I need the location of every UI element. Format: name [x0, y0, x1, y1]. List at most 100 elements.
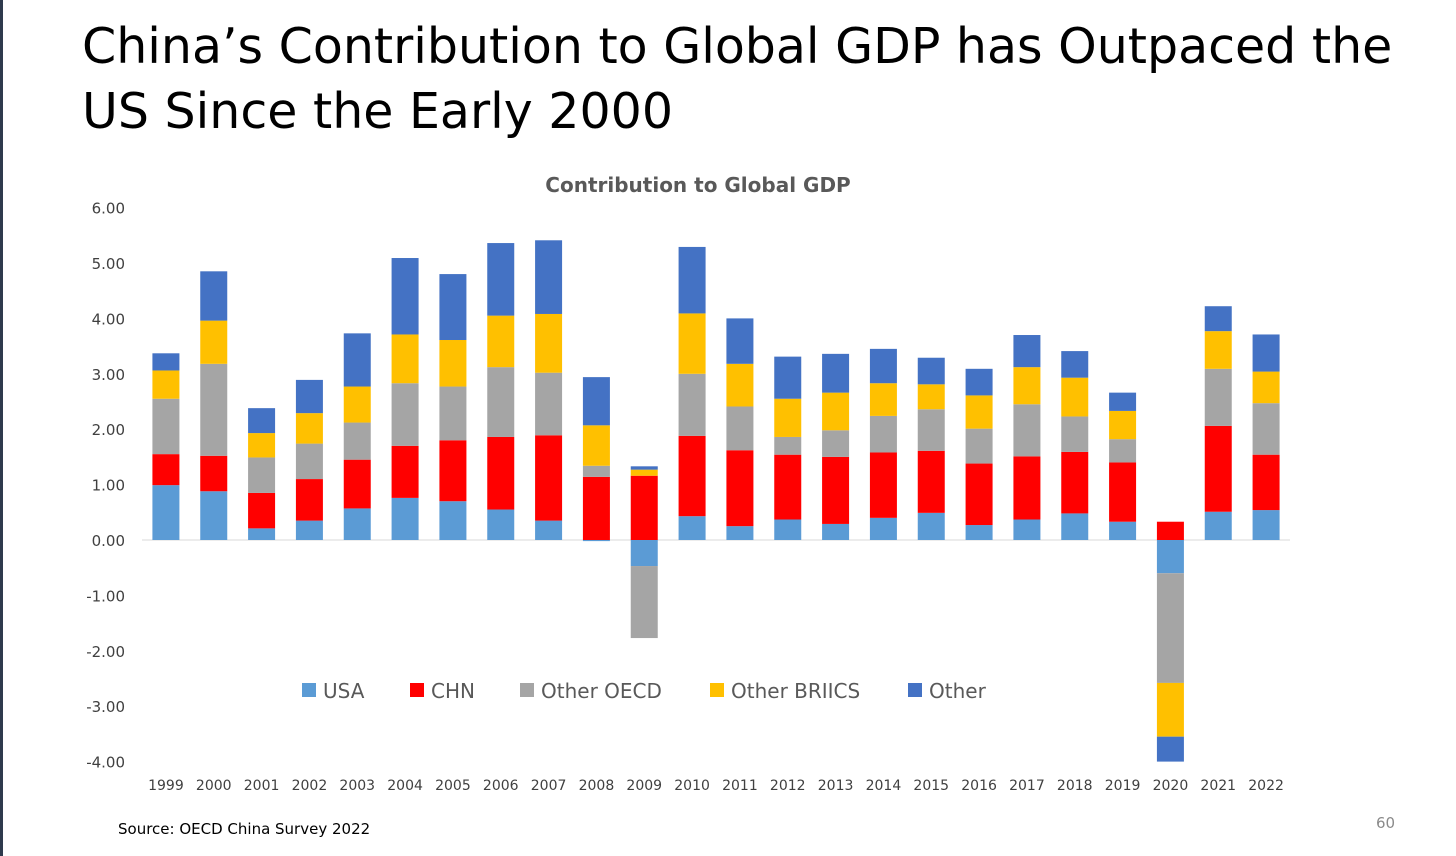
x-tick-label: 2007: [531, 778, 567, 794]
x-tick-label: 2022: [1248, 778, 1284, 794]
bar-other-oecd-2002: [295, 443, 323, 480]
bar-usa-2020: [1156, 540, 1184, 574]
bar-other-oecd-2017: [1013, 404, 1041, 457]
legend-item-other-briics: Other BRIICS: [710, 679, 860, 703]
legend-swatch: [520, 683, 534, 697]
x-tick-label: 2021: [1200, 778, 1236, 794]
bar-other-2000: [200, 271, 228, 321]
bar-chn-2016: [965, 463, 993, 526]
x-tick-label: 2002: [292, 778, 328, 794]
x-tick-label: 2009: [626, 778, 662, 794]
x-tick-label: 1999: [148, 778, 184, 794]
page-number: 60: [1376, 814, 1396, 832]
bars-layer: [152, 240, 1280, 762]
x-tick-label: 2008: [579, 778, 615, 794]
bar-usa-2009: [630, 540, 658, 567]
x-tick-label: 2010: [674, 778, 710, 794]
y-tick-label: 6.00: [92, 200, 125, 218]
bar-chn-2013: [822, 456, 850, 524]
bar-chn-2011: [726, 450, 754, 527]
bar-other-2005: [439, 274, 467, 341]
bar-other-briics-2021: [1204, 331, 1232, 369]
bar-chn-1999: [152, 454, 180, 486]
bar-other-oecd-2012: [774, 436, 802, 455]
bar-chn-2021: [1204, 425, 1232, 512]
bar-chn-2001: [248, 492, 276, 529]
x-tick-label: 2011: [722, 778, 758, 794]
bar-other-briics-2015: [917, 384, 945, 410]
bar-other-briics-2005: [439, 340, 467, 387]
bar-other-2014: [869, 348, 897, 384]
y-tick-label: -4.00: [86, 754, 125, 772]
x-tick-label: 2015: [913, 778, 949, 794]
bar-other-oecd-2018: [1061, 416, 1089, 452]
bar-chn-2015: [917, 450, 945, 513]
bar-other-2004: [391, 258, 419, 335]
bar-chn-2005: [439, 440, 467, 502]
bar-other-briics-2002: [295, 413, 323, 444]
bar-chn-2003: [343, 459, 371, 509]
bar-other-oecd-2000: [200, 363, 228, 456]
bar-usa-2016: [965, 525, 993, 540]
bar-usa-2014: [869, 517, 897, 540]
bar-other-oecd-2007: [535, 372, 563, 436]
bar-other-briics-2004: [391, 334, 419, 384]
bar-other-2012: [774, 356, 802, 399]
bar-usa-2007: [535, 520, 563, 540]
bar-other-2003: [343, 333, 371, 387]
bar-usa-2019: [1109, 521, 1137, 540]
bar-chn-2008: [582, 476, 610, 540]
bar-chn-2022: [1252, 454, 1280, 511]
bar-usa-2000: [200, 491, 228, 540]
x-tick-label: 2004: [387, 778, 423, 794]
bar-usa-2001: [248, 528, 276, 540]
legend-label: USA: [323, 679, 365, 703]
bar-other-2018: [1061, 351, 1089, 378]
x-tick-label: 2016: [961, 778, 997, 794]
source-note: Source: OECD China Survey 2022: [118, 820, 371, 838]
legend-item-chn: CHN: [410, 679, 475, 703]
x-tick-label: 2006: [483, 778, 519, 794]
bar-other-briics-2018: [1061, 377, 1089, 417]
bar-other-oecd-1999: [152, 398, 180, 455]
bar-chn-2014: [869, 452, 897, 518]
bar-other-briics-2016: [965, 395, 993, 429]
bar-other-briics-2009: [630, 469, 658, 476]
bar-other-2009: [630, 466, 658, 470]
x-tick-label: 2012: [770, 778, 806, 794]
bar-usa-2012: [774, 519, 802, 540]
bar-other-2007: [535, 240, 563, 314]
bar-usa-2018: [1061, 513, 1089, 540]
y-tick-label: -2.00: [86, 643, 125, 661]
bar-other-oecd-2020: [1156, 573, 1184, 683]
y-tick-label: -1.00: [86, 587, 125, 605]
x-tick-label: 2020: [1153, 778, 1189, 794]
bar-other-briics-2019: [1109, 410, 1137, 440]
y-tick-label: 3.00: [92, 366, 125, 384]
bar-other-oecd-2009: [630, 566, 658, 639]
bar-other-briics-2014: [869, 383, 897, 416]
bar-other-2016: [965, 368, 993, 396]
bar-usa-2015: [917, 512, 945, 540]
bar-usa-2022: [1252, 510, 1280, 540]
bar-chn-2009: [630, 475, 658, 540]
bar-other-2020: [1156, 736, 1184, 762]
legend-item-other-oecd: Other OECD: [520, 679, 662, 703]
bar-other-oecd-2014: [869, 415, 897, 453]
y-tick-label: 0.00: [92, 532, 125, 550]
bar-other-briics-2006: [487, 315, 515, 368]
legend-swatch: [302, 683, 316, 697]
bar-other-1999: [152, 353, 180, 371]
slide-left-border: [0, 0, 3, 856]
bar-other-2015: [917, 357, 945, 385]
bar-other-2008: [582, 377, 610, 426]
legend-label: Other: [929, 679, 987, 703]
x-tick-label: 2014: [866, 778, 902, 794]
bar-other-oecd-2022: [1252, 403, 1280, 455]
bar-other-oecd-2010: [678, 373, 706, 436]
bar-chn-2000: [200, 455, 228, 492]
bar-other-2001: [248, 408, 276, 434]
y-tick-label: 1.00: [92, 477, 125, 495]
bar-other-2017: [1013, 335, 1041, 368]
